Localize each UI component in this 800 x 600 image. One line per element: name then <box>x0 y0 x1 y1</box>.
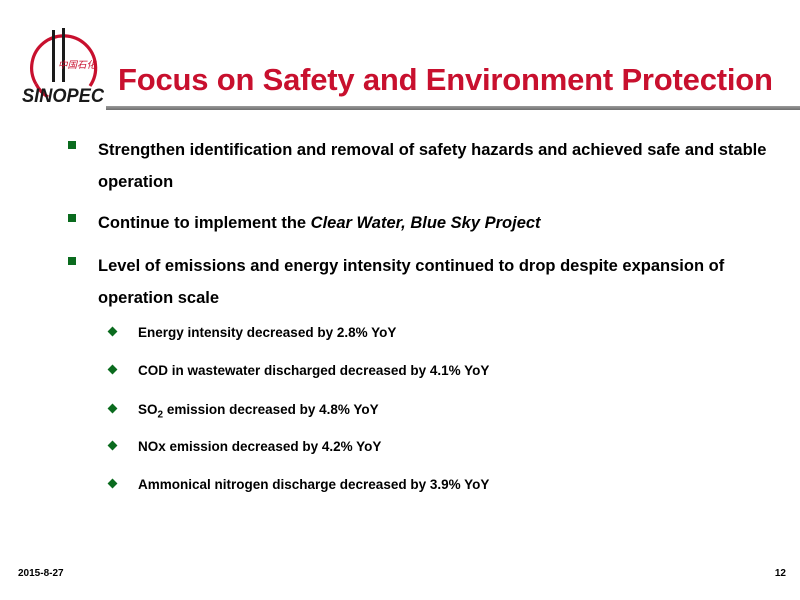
diamond-bullet-icon <box>107 440 118 451</box>
logo-chinese-text: 中国石化 <box>58 60 98 71</box>
footer-date: 2015-8-27 <box>18 568 64 579</box>
sinopec-logo-graphic: 中国石化 SINOPEC <box>22 28 104 107</box>
sub-bullet-text-prefix: SO <box>138 402 158 417</box>
subscript-text: 2 <box>157 409 164 421</box>
page-number: 12 <box>774 568 786 579</box>
diamond-bullet-icon <box>107 478 118 489</box>
bullet-text: Continue to implement the Clear Water, B… <box>98 207 770 239</box>
page-title: Focus on Safety and Environment Protecti… <box>118 62 773 97</box>
square-bullet-icon <box>68 214 76 222</box>
sub-bullet-text: COD in wastewater discharged decreased b… <box>138 363 490 378</box>
diamond-bullet-icon <box>107 403 118 414</box>
bullet-text-prefix: Continue to implement the <box>98 214 311 232</box>
bullet-text: Level of emissions and energy intensity … <box>98 257 725 307</box>
sub-bullet-text-suffix: emission decreased by 4.8% YoY <box>163 402 379 417</box>
sinopec-logo: 中国石化 SINOPEC <box>22 24 104 107</box>
project-name-emphasis: Clear Water, Blue Sky Project <box>310 214 541 232</box>
sub-bullet-text: NOx emission decreased by 4.2% YoY <box>138 439 382 454</box>
sub-bullet-text: SO2 emission decreased by 4.8% YoY <box>138 401 758 425</box>
logo-wordmark: SINOPEC <box>22 86 104 106</box>
square-bullet-icon <box>68 141 76 149</box>
square-bullet-icon <box>68 257 76 265</box>
bullet-text: Strengthen identification and removal of… <box>98 141 767 191</box>
sub-bullet-text: Energy intensity decreased by 2.8% YoY <box>138 325 397 340</box>
title-divider <box>106 106 800 110</box>
diamond-bullet-icon <box>107 364 118 375</box>
sub-bullet-text: Ammonical nitrogen discharge decreased b… <box>138 477 490 492</box>
diamond-bullet-icon <box>107 326 118 337</box>
